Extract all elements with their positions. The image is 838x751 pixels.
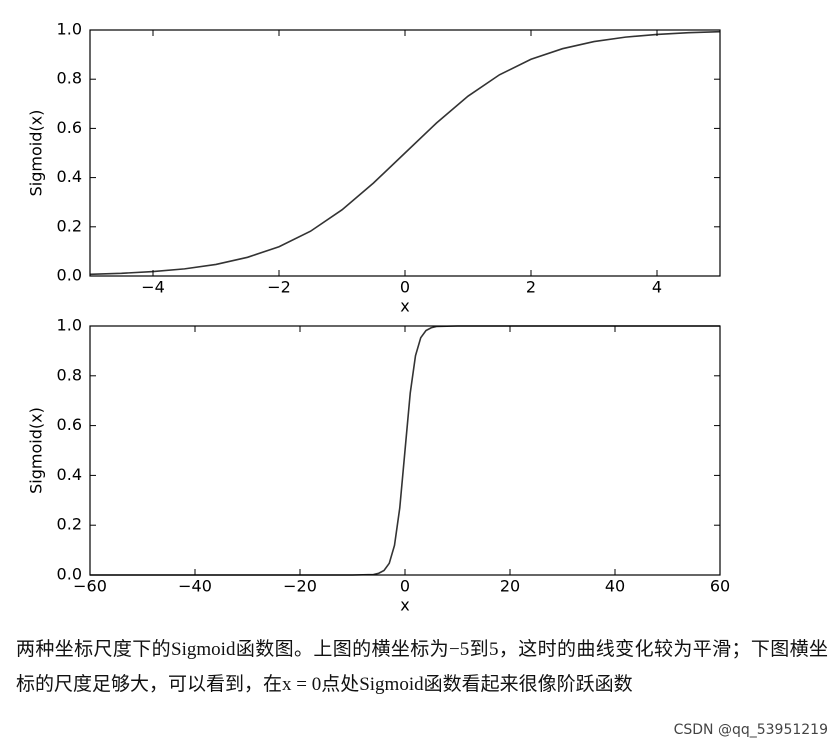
y-tick-label: 0.6 <box>57 415 82 434</box>
x-tick-label: 20 <box>500 577 520 596</box>
figure: −4 −2 0 2 40.00.20.40.60.81.0xSigmoid(x)−60−… <box>27 20 731 615</box>
y-tick-label: 0.6 <box>57 118 82 137</box>
y-tick-label: 0.8 <box>57 365 82 384</box>
watermark: CSDN @qq_53951219 <box>673 722 828 738</box>
x-axis-label: x <box>400 297 409 316</box>
sigmoid-line <box>89 30 721 276</box>
x-tick-label: 2 <box>526 278 536 297</box>
x-tick-label: −4 <box>141 278 165 297</box>
sigmoid-line <box>90 325 720 576</box>
y-axis-label: Sigmoid(x) <box>27 407 46 494</box>
caption: 两种坐标尺度下的Sigmoid函数图。上图的横坐标为−5到5，这时的曲线变化较为… <box>16 639 828 695</box>
x-tick-label: 60 <box>710 577 730 596</box>
x-tick-label: 0 <box>400 278 410 297</box>
x-tick-label: 0 <box>400 577 410 596</box>
y-tick-label: 0.4 <box>57 465 82 484</box>
y-axis-label: Sigmoid(x) <box>27 110 46 197</box>
x-tick-label: −20 <box>283 577 317 596</box>
y-tick-label: 1.0 <box>57 316 82 335</box>
x-tick-label: −60 <box>73 577 107 596</box>
x-tick-label: −40 <box>178 577 212 596</box>
y-tick-label: 1.0 <box>57 20 82 39</box>
x-axis-label: x <box>400 596 409 615</box>
x-tick-label: −2 <box>267 278 291 297</box>
x-tick-label: 4 <box>652 278 662 297</box>
y-tick-label: 0.2 <box>57 216 82 235</box>
y-tick-label: 0.0 <box>57 266 82 285</box>
x-tick-label: 40 <box>605 577 625 596</box>
y-tick-label: 0.4 <box>57 167 82 186</box>
y-tick-label: 0.2 <box>57 515 82 534</box>
y-tick-label: 0.0 <box>57 565 82 584</box>
y-tick-label: 0.8 <box>57 69 82 88</box>
